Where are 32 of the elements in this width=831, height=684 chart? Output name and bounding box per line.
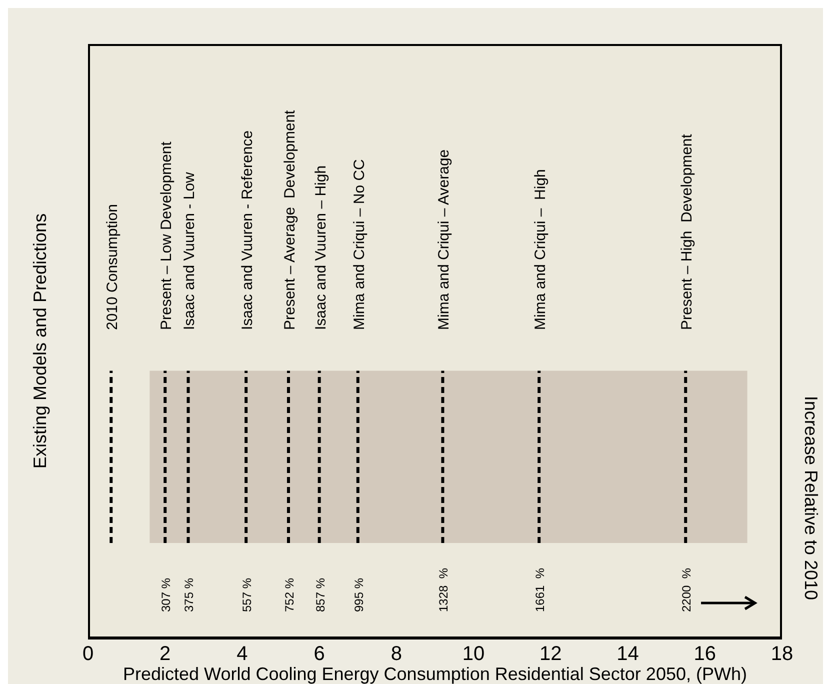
annotation: 995 % <box>352 578 366 612</box>
x-tick-label: 10 <box>462 643 485 666</box>
x-tick-label: 0 <box>82 643 94 666</box>
x-tick-label: 4 <box>236 643 248 666</box>
ref-line-label: Mima and Criqui – No CC <box>350 158 368 330</box>
x-tick-label: 6 <box>314 643 325 666</box>
ref-line-label: Isaac and Vuuren – High <box>312 165 330 330</box>
ref-line-label: Mima and Criqui – High <box>532 169 550 330</box>
annotation: 752 % <box>282 578 296 612</box>
ref-line-label: Present – Average Development <box>281 109 298 330</box>
annotation: 1661 % <box>533 568 548 612</box>
annotation: 307 % <box>159 578 174 612</box>
ref-line-label: 2010 Consumption <box>104 204 122 330</box>
annotation: 1328 % <box>436 568 451 612</box>
annotation: 557 % <box>240 578 254 612</box>
annotation: 375 % <box>182 578 196 612</box>
x-tick-label: 18 <box>770 643 794 666</box>
x-tick-label: 2 <box>160 643 171 666</box>
y-axis-title: Existing Models and Predictions <box>30 213 50 469</box>
x-tick-label: 16 <box>694 643 716 666</box>
annotation: 2200 % <box>680 568 694 612</box>
y2-axis-title: Increase Relative to 2010 <box>801 396 821 600</box>
ref-line-label: Present – Low Development <box>158 140 176 330</box>
ref-line-label: Present – High Development <box>678 133 696 330</box>
x-axis-title: Predicted World Cooling Energy Consumption Residential Sector 2050, (PWh) <box>123 664 747 684</box>
x-tick-label: 14 <box>616 643 639 666</box>
ref-line-label: Isaac and Vuuren - Reference <box>239 130 256 330</box>
ref-line-label: Isaac and Vuuren - Low <box>181 172 198 330</box>
x-tick-label: 12 <box>540 643 562 666</box>
annotation: 857 % <box>313 578 328 612</box>
x-tick-label: 8 <box>390 643 402 666</box>
ref-line-label: Mima and Criqui – Average <box>436 149 453 330</box>
